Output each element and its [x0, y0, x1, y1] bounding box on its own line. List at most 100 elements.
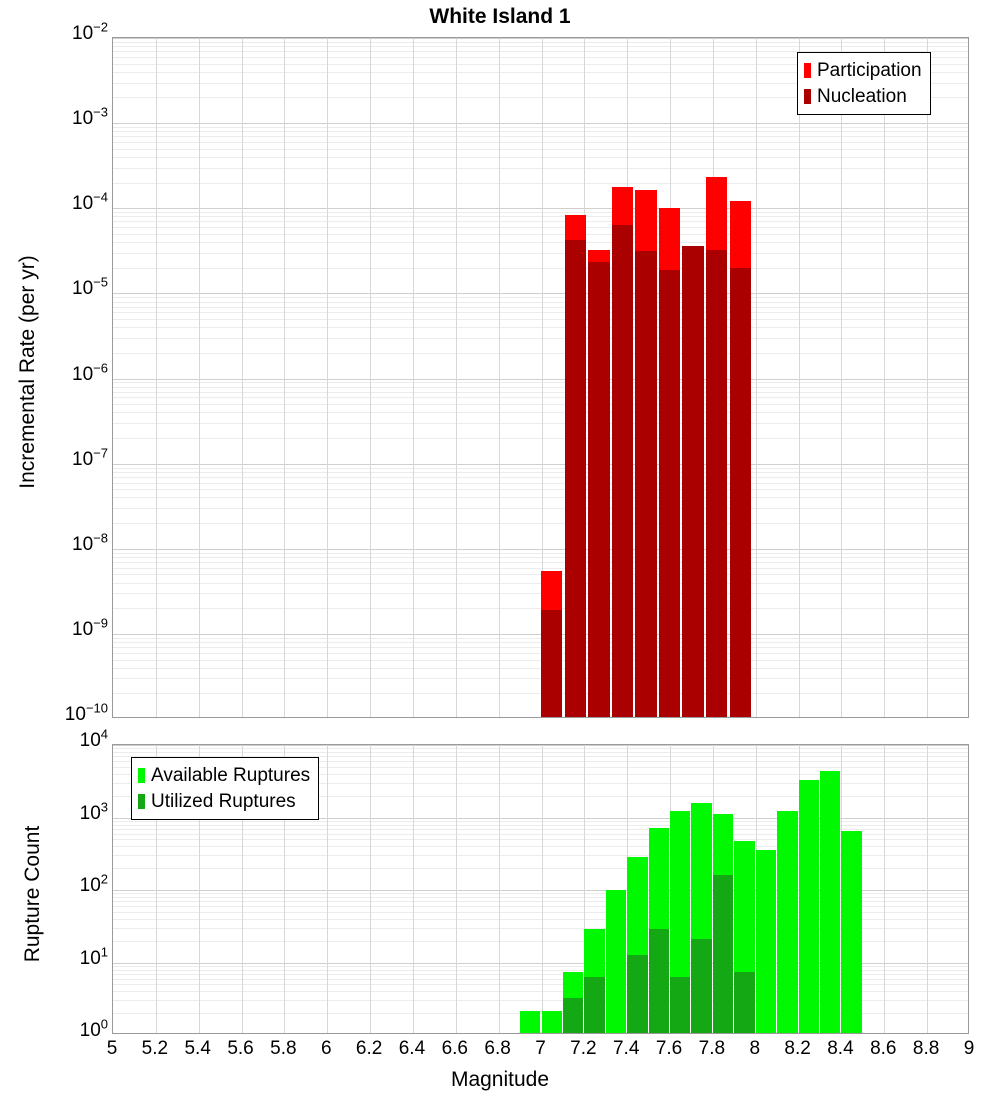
bar	[705, 249, 728, 717]
gridline-vertical	[327, 38, 328, 717]
gridline-minor	[113, 268, 968, 269]
gridline-minor	[113, 51, 968, 52]
x-axis-tick-label: 7.6	[655, 1038, 683, 1059]
gridline-minor	[113, 748, 968, 749]
gridline-vertical	[327, 745, 328, 1033]
y-axis-tick-label: 102	[79, 871, 108, 896]
legend-swatch-utilized-ruptures	[138, 793, 145, 809]
gridline-minor	[113, 382, 968, 383]
legend-rupture-count: Available Ruptures Utilized Ruptures	[131, 757, 320, 820]
gridline-minor	[113, 855, 968, 856]
y-axis-tick-label: 100	[79, 1016, 108, 1041]
gridline-minor	[113, 825, 968, 826]
gridline-minor	[113, 653, 968, 654]
x-axis-tick-label: 9	[963, 1038, 975, 1059]
gridline-minor	[113, 523, 968, 524]
gridline-minor	[113, 991, 968, 992]
gridline-minor	[113, 157, 968, 158]
y-axis-tick-label: 10−7	[72, 445, 108, 470]
gridline-minor	[113, 212, 968, 213]
y-axis-tick-label: 103	[79, 799, 108, 824]
gridline-minor	[113, 970, 968, 971]
gridline-vertical	[456, 745, 457, 1033]
gridline-minor	[113, 834, 968, 835]
gridline-minor	[113, 553, 968, 554]
gridline-vertical	[884, 38, 885, 717]
gridline-minor	[113, 131, 968, 132]
x-axis-tick-label: 8.6	[870, 1038, 897, 1059]
bar	[605, 889, 627, 1033]
legend-item: Participation	[804, 57, 922, 83]
gridline-minor	[113, 901, 968, 902]
gridline-minor	[113, 557, 968, 558]
gridline-minor	[113, 642, 968, 643]
gridline-minor	[113, 767, 968, 768]
gridline-minor	[113, 638, 968, 639]
gridline-minor	[113, 941, 968, 942]
bar	[798, 779, 820, 1033]
y-axis-tick-label: 10−2	[72, 19, 108, 44]
x-axis-tick-label: 5	[106, 1038, 118, 1059]
gridline-minor	[113, 387, 968, 388]
bar	[540, 610, 563, 717]
gridline-vertical	[499, 745, 500, 1033]
gridline-minor	[113, 647, 968, 648]
gridline-minor	[113, 227, 968, 228]
y-axis-tick-label: 10−3	[72, 104, 108, 130]
y-axis-tick-label: 104	[79, 726, 108, 751]
bar	[658, 269, 681, 717]
gridline-vertical	[799, 38, 800, 717]
gridline-minor	[113, 42, 968, 43]
x-axis-tick-label: 6.8	[484, 1038, 511, 1059]
gridline-minor	[113, 897, 968, 898]
gridline-minor	[113, 912, 968, 913]
gridline-minor	[113, 127, 968, 128]
gridline-minor	[113, 846, 968, 847]
gridline-minor	[113, 984, 968, 985]
gridline-minor	[113, 568, 968, 569]
gridline-minor	[113, 253, 968, 254]
gridline-vertical	[584, 745, 585, 1033]
gridline-minor	[113, 216, 968, 217]
legend-incremental-rate: Participation Nucleation	[797, 52, 931, 115]
y-axis-tick-label: 10−9	[72, 615, 108, 640]
gridline-vertical	[242, 745, 243, 1033]
gridline-minor	[113, 438, 968, 439]
y-axis-tick-label: 10−5	[72, 275, 108, 300]
gridline-vertical	[413, 745, 414, 1033]
gridline-vertical	[927, 38, 928, 717]
bar	[627, 954, 648, 1033]
x-axis-tick-label: 8.8	[912, 1038, 940, 1059]
bar	[691, 938, 712, 1033]
x-axis-tick-label: 6.4	[398, 1038, 426, 1059]
gridline-minor	[113, 468, 968, 469]
gridline-vertical	[242, 38, 243, 717]
gridline-minor	[113, 752, 968, 753]
bar	[755, 850, 777, 1033]
gridline-minor	[113, 149, 968, 150]
legend-item: Utilized Ruptures	[138, 788, 310, 814]
gridline-vertical	[199, 38, 200, 717]
gridline-minor	[113, 97, 968, 98]
gridline-minor	[113, 893, 968, 894]
gridline-vertical	[542, 745, 543, 1033]
bar	[820, 771, 841, 1033]
x-axis-tick-label: 5.4	[184, 1038, 211, 1059]
bar	[734, 971, 755, 1033]
y-axis-tick-label: 10−10	[64, 700, 108, 725]
gridline-minor	[113, 242, 968, 243]
gridline-major	[113, 464, 968, 465]
gridline-vertical	[284, 745, 285, 1033]
gridline-minor	[113, 693, 968, 694]
gridline-minor	[113, 868, 968, 869]
bar	[670, 976, 691, 1033]
y-axis-tick-label: 10−4	[72, 189, 108, 215]
x-axis-tick-label: 8.4	[827, 1038, 854, 1059]
x-axis-tick-label: 8	[749, 1038, 761, 1059]
gridline-minor	[113, 327, 968, 328]
gridline-minor	[113, 562, 968, 563]
gridline-minor	[113, 307, 968, 308]
gridline-minor	[113, 668, 968, 669]
grid-top	[113, 38, 968, 717]
legend-label-utilized-ruptures: Utilized Ruptures	[151, 790, 296, 812]
